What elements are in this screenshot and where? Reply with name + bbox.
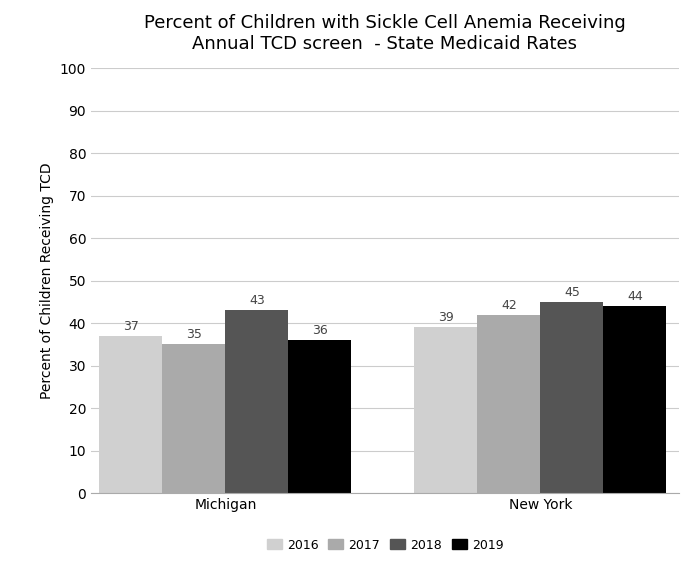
Text: 35: 35: [186, 328, 202, 341]
Bar: [603, 306, 666, 493]
Text: 36: 36: [312, 324, 328, 337]
Text: 42: 42: [501, 299, 517, 312]
Text: 39: 39: [438, 311, 454, 324]
Text: 45: 45: [564, 286, 580, 299]
Text: 37: 37: [123, 320, 139, 333]
Bar: [99, 336, 162, 493]
Bar: [414, 327, 477, 493]
Bar: [477, 315, 540, 493]
Title: Percent of Children with Sickle Cell Anemia Receiving
Annual TCD screen  - State: Percent of Children with Sickle Cell Ane…: [144, 14, 626, 53]
Bar: [162, 344, 225, 493]
Bar: [225, 311, 288, 493]
Text: 44: 44: [627, 290, 643, 303]
Bar: [288, 340, 351, 493]
Bar: [540, 302, 603, 493]
Text: 43: 43: [249, 294, 265, 307]
Legend: 2016, 2017, 2018, 2019: 2016, 2017, 2018, 2019: [262, 534, 508, 557]
Y-axis label: Percent of Children Receiving TCD: Percent of Children Receiving TCD: [40, 162, 54, 399]
